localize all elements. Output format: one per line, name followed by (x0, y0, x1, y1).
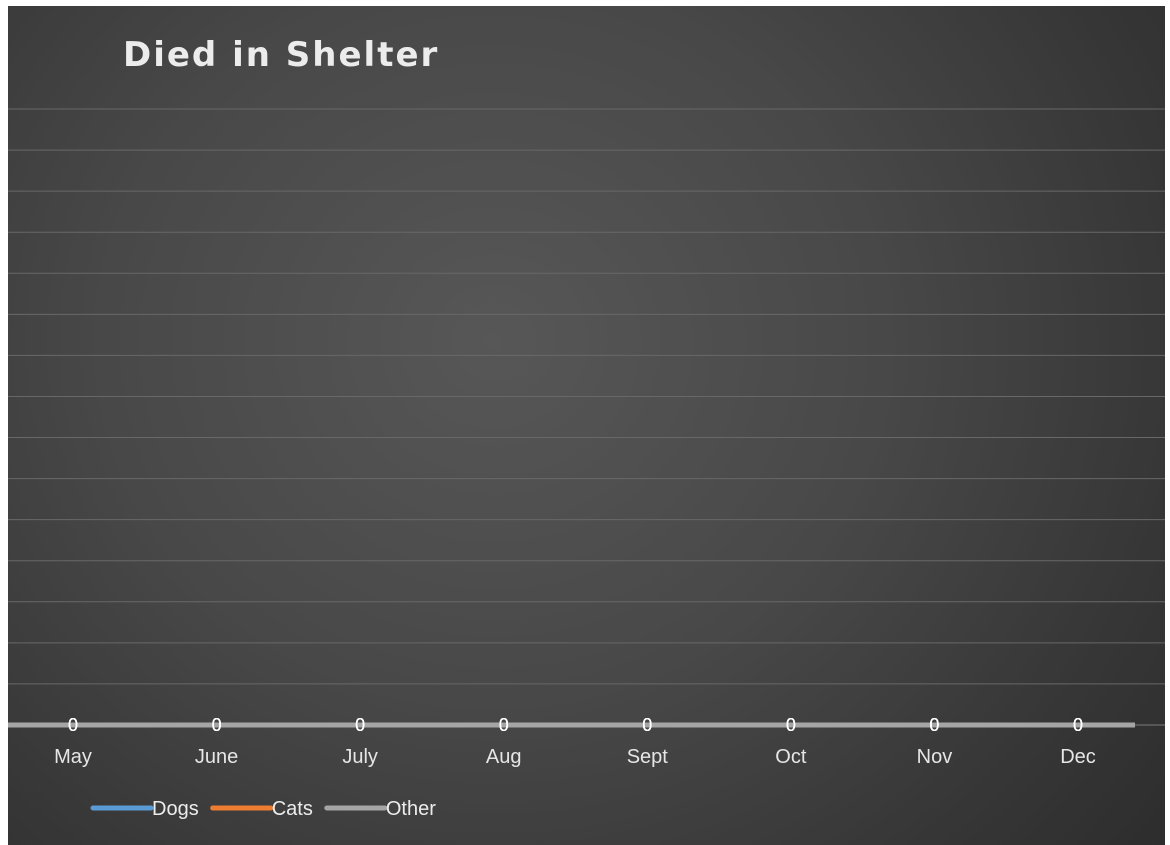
data-label: 0 (642, 715, 652, 735)
x-tick-label: Nov (917, 746, 953, 768)
x-tick-label: Dec (1060, 746, 1096, 768)
data-label: 0 (1073, 715, 1083, 735)
data-label: 0 (68, 715, 78, 735)
data-label: 0 (68, 715, 78, 735)
data-label: 0 (355, 715, 365, 735)
legend-item-dogs: Dogs (90, 798, 199, 820)
data-label: 0 (212, 715, 222, 735)
x-tick-label: Aug (486, 746, 522, 768)
data-label: 0 (1073, 715, 1083, 735)
data-label: 0 (642, 715, 652, 735)
data-label: 0 (355, 715, 365, 735)
data-label: 0 (212, 715, 222, 735)
data-label: 0 (355, 715, 365, 735)
x-tick-label: May (54, 746, 92, 768)
x-tick-labels: May June July Aug Sept Oct Nov Dec (54, 746, 1096, 768)
data-labels: 0 0 0 0 0 0 0 00 0 0 0 0 0 0 00 0 0 0 0 0 0 0 (68, 715, 1083, 735)
data-label: 0 (786, 715, 796, 735)
x-tick-label: Oct (775, 746, 807, 768)
legend-item-other: Other (324, 798, 436, 820)
x-tick-label: June (195, 746, 238, 768)
legend-item-cats: Cats (210, 798, 313, 820)
data-label: 0 (499, 715, 509, 735)
x-tick-label: Sept (627, 746, 669, 768)
legend: Dogs Cats Other (90, 798, 436, 820)
legend-label: Cats (272, 798, 313, 820)
gridlines (8, 108, 1165, 685)
data-label: 0 (929, 715, 939, 735)
data-label: 0 (499, 715, 509, 735)
legend-label: Other (386, 798, 436, 820)
data-label: 0 (929, 715, 939, 735)
data-label: 0 (786, 715, 796, 735)
data-label: 0 (642, 715, 652, 735)
x-tick-label: July (342, 746, 378, 768)
chart-title: Died in Shelter (123, 35, 439, 75)
data-label: 0 (929, 715, 939, 735)
line-chart: Died in Shelter 0 0 0 0 0 0 0 00 0 0 0 0 0 0 00 0 0 0 0 0 0 0… (8, 35, 1165, 820)
data-label: 0 (68, 715, 78, 735)
data-label: 0 (499, 715, 509, 735)
data-label: 0 (1073, 715, 1083, 735)
data-label: 0 (212, 715, 222, 735)
data-label: 0 (786, 715, 796, 735)
legend-label: Dogs (152, 798, 199, 820)
